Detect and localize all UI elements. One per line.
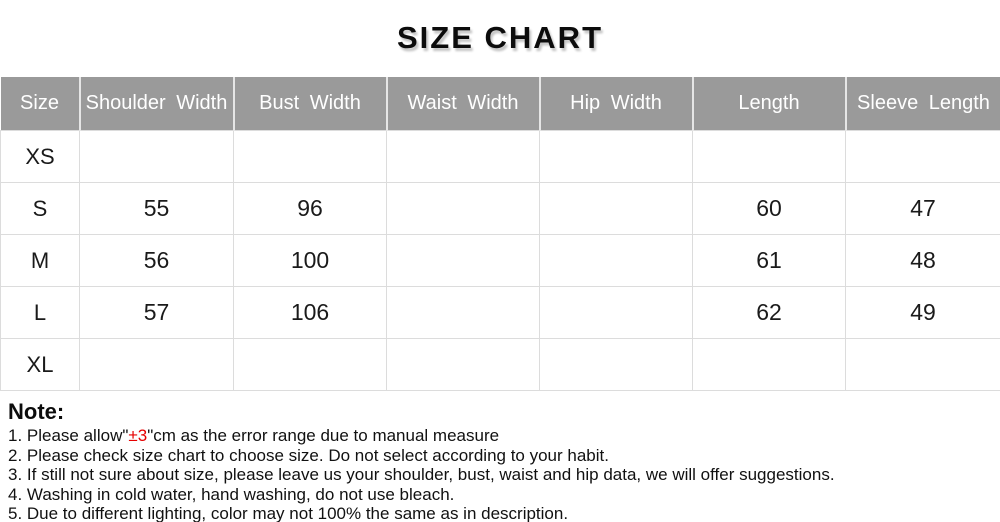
cell-sleeve: 48 xyxy=(845,234,1000,287)
cell-size-label: M xyxy=(0,234,80,287)
cell-length xyxy=(692,338,846,391)
table-row-s: S 55 96 60 47 xyxy=(0,182,1000,235)
note-line-1-prefix: 1. Please allow" xyxy=(8,426,129,445)
cell-bust xyxy=(233,338,387,391)
cell-shoulder xyxy=(79,338,234,391)
cell-shoulder: 55 xyxy=(79,182,234,235)
note-line-1-suffix: "cm as the error range due to manual mea… xyxy=(147,426,500,445)
header-bust-width: Bust Width xyxy=(232,77,387,131)
note-line-4: 4. Washing in cold water, hand washing, … xyxy=(8,484,455,504)
table-row-m: M 56 100 61 48 xyxy=(0,234,1000,287)
header-hip-width: Hip Width xyxy=(538,77,693,131)
cell-sleeve: 49 xyxy=(845,286,1000,339)
cell-shoulder: 57 xyxy=(79,286,234,339)
cell-length: 60 xyxy=(692,182,846,235)
table-row-l: L 57 106 62 49 xyxy=(0,286,1000,339)
cell-length: 61 xyxy=(692,234,846,287)
cell-hip xyxy=(539,338,693,391)
cell-sleeve xyxy=(845,338,1000,391)
note-heading: Note: xyxy=(8,399,65,424)
cell-size-label: S xyxy=(0,182,80,235)
cell-hip xyxy=(539,234,693,287)
cell-shoulder: 56 xyxy=(79,234,234,287)
note-section: Note: 1. Please allow"±3"cm as the error… xyxy=(8,399,1000,522)
error-range-value: ±3 xyxy=(128,426,148,445)
header-waist-width: Waist Width xyxy=(385,77,540,131)
cell-sleeve xyxy=(845,130,1000,183)
header-size: Size xyxy=(0,77,80,131)
cell-hip xyxy=(539,182,693,235)
header-shoulder-width: Shoulder Width xyxy=(78,77,234,131)
page-title: SIZE CHART xyxy=(397,20,603,55)
size-chart-table: Size Shoulder Width Bust Width Waist Wid… xyxy=(0,77,1000,391)
note-line-3: 3. If still not sure about size, please … xyxy=(8,465,835,484)
note-line-5: 5. Due to different lighting, color may … xyxy=(8,504,569,522)
cell-bust xyxy=(233,130,387,183)
cell-size-label: L xyxy=(0,286,80,339)
cell-hip xyxy=(539,130,693,183)
cell-waist xyxy=(386,338,540,391)
cell-sleeve: 47 xyxy=(845,182,1000,235)
cell-bust: 106 xyxy=(233,286,387,339)
cell-waist xyxy=(386,234,540,287)
cell-bust: 100 xyxy=(233,234,387,287)
cell-bust: 96 xyxy=(233,182,387,235)
table-row-xs: XS xyxy=(0,130,1000,183)
cell-waist xyxy=(386,130,540,183)
cell-waist xyxy=(386,182,540,235)
cell-hip xyxy=(539,286,693,339)
note-line-2: 2. Please check size chart to choose siz… xyxy=(8,445,609,465)
cell-length: 62 xyxy=(692,286,846,339)
cell-length xyxy=(692,130,846,183)
cell-size-label: XS xyxy=(0,130,80,183)
cell-size-label: XL xyxy=(0,338,80,391)
cell-shoulder xyxy=(79,130,234,183)
cell-waist xyxy=(386,286,540,339)
header-sleeve-length: Sleeve Length xyxy=(844,77,1000,131)
header-length: Length xyxy=(691,77,846,131)
note-line-1: 1. Please allow"±3"cm as the error range… xyxy=(8,426,1000,446)
table-header-row: Size Shoulder Width Bust Width Waist Wid… xyxy=(0,77,1000,131)
table-row-xl: XL xyxy=(0,338,1000,391)
